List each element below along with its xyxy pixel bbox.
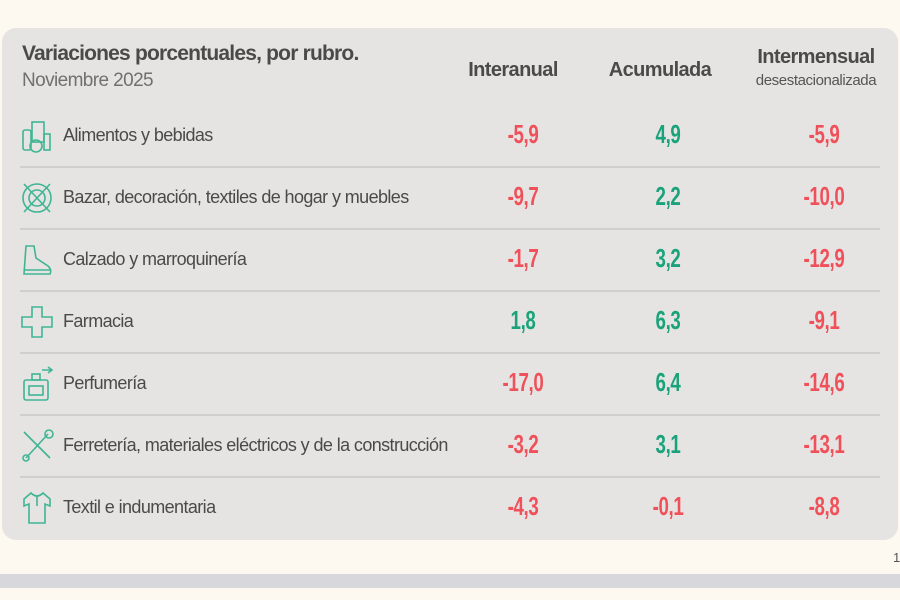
shoe-icon (23, 245, 52, 275)
column-header-interanual: Interanual (468, 59, 558, 81)
value-intermensual: -9,1 (808, 305, 840, 335)
pharmacy-cross-icon (21, 306, 53, 338)
value-acumulada: 3,2 (655, 243, 681, 273)
row-label: Textil e indumentaria (63, 497, 216, 517)
row-divider (20, 290, 880, 292)
row-label: Calzado y marroquinería (63, 249, 247, 269)
value-acumulada: 4,9 (655, 119, 681, 149)
row-divider (20, 352, 880, 354)
tools-icon (22, 429, 54, 462)
value-acumulada: -0,1 (652, 491, 684, 521)
table-row: Textil e indumentaria -4,3 -0,1 -8,8 (0, 477, 900, 539)
column-header-acumulada: Acumulada (608, 59, 712, 81)
page-separator (0, 574, 900, 588)
table-title: Variaciones porcentuales, por rubro. (22, 42, 359, 65)
row-label: Alimentos y bebidas (63, 125, 213, 145)
value-interanual: 1,8 (510, 305, 536, 335)
row-label: Perfumería (63, 373, 147, 393)
value-interanual: -5,9 (507, 119, 539, 149)
value-acumulada: 3,1 (655, 429, 681, 459)
row-label: Ferretería, materiales eléctricos y de l… (63, 435, 448, 455)
value-interanual: -9,7 (507, 181, 539, 211)
grocery-icon (22, 121, 51, 153)
value-interanual: -4,3 (507, 491, 539, 521)
row-divider (20, 476, 880, 478)
table-row: Bazar, decoración, textiles de hogar y m… (0, 167, 900, 229)
value-intermensual: -13,1 (803, 429, 845, 459)
value-interanual: -17,0 (502, 367, 544, 397)
value-acumulada: 6,4 (655, 367, 681, 397)
page-number: 1 (893, 550, 900, 565)
value-intermensual: -10,0 (803, 181, 845, 211)
row-divider (20, 228, 880, 230)
table-row: Calzado y marroquinería -1,7 3,2 -12,9 (0, 229, 900, 291)
value-acumulada: 2,2 (655, 181, 681, 211)
column-header-intermensual: Intermensual (757, 46, 875, 68)
value-intermensual: -5,9 (808, 119, 840, 149)
shirt-icon (23, 491, 51, 524)
tableware-icon (22, 183, 52, 213)
value-intermensual: -8,8 (808, 491, 840, 521)
value-intermensual: -14,6 (803, 367, 845, 397)
value-interanual: -1,7 (507, 243, 539, 273)
column-subheader-desestacionalizada: desestacionalizada (755, 72, 877, 89)
value-acumulada: 6,3 (655, 305, 681, 335)
row-divider (20, 166, 880, 168)
perfume-icon (23, 366, 54, 401)
row-label: Farmacia (63, 311, 134, 331)
value-intermensual: -12,9 (803, 243, 845, 273)
row-divider (20, 414, 880, 416)
table-card (2, 28, 898, 540)
table-row: Farmacia 1,8 6,3 -9,1 (0, 291, 900, 353)
row-label: Bazar, decoración, textiles de hogar y m… (63, 187, 409, 207)
table-subtitle: Noviembre 2025 (22, 70, 154, 91)
table-row: Perfumería -17,0 6,4 -14,6 (0, 353, 900, 415)
table-row: Ferretería, materiales eléctricos y de l… (0, 415, 900, 477)
table-row: Alimentos y bebidas -5,9 4,9 -5,9 (0, 105, 900, 167)
value-interanual: -3,2 (507, 429, 539, 459)
